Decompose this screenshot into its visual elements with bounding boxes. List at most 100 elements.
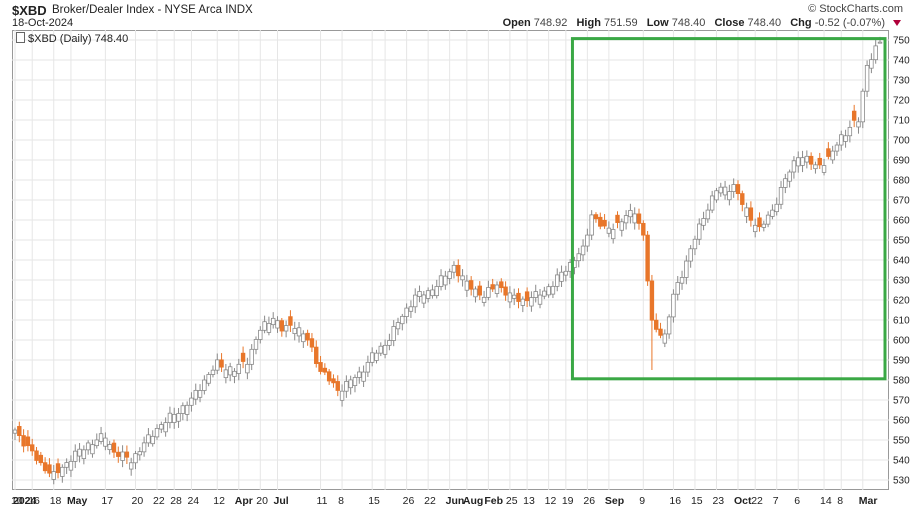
candle-body bbox=[468, 280, 474, 290]
legend-label: $XBD (Daily) 748.40 bbox=[28, 33, 129, 45]
candle-body bbox=[666, 316, 672, 335]
candle-body bbox=[180, 405, 186, 414]
candle-body bbox=[550, 285, 556, 295]
chart-header: $XBD Broker/Dealer Index - NYSE Arca IND… bbox=[0, 0, 913, 30]
candle-body bbox=[658, 328, 663, 336]
open-value: 748.92 bbox=[533, 17, 568, 29]
candle-body bbox=[757, 217, 762, 228]
candle-body bbox=[335, 381, 340, 391]
candle-body bbox=[240, 352, 246, 362]
candle-body bbox=[60, 466, 65, 477]
candle-body bbox=[804, 155, 810, 163]
x-tick-label: 12 bbox=[545, 495, 557, 507]
candle-body bbox=[172, 414, 177, 423]
candle-body bbox=[387, 340, 392, 346]
candle-body bbox=[701, 218, 706, 226]
y-tick-label: 750 bbox=[893, 36, 910, 47]
x-tick-label: 10 bbox=[11, 495, 23, 507]
candle-body bbox=[675, 282, 680, 295]
candle-body bbox=[598, 216, 603, 227]
candle-body bbox=[761, 223, 767, 228]
highlight-rectangle bbox=[570, 37, 887, 381]
candle-body bbox=[520, 298, 526, 306]
y-tick-label: 720 bbox=[893, 96, 910, 107]
x-tick-label: 16 bbox=[28, 495, 40, 507]
candle-body bbox=[305, 332, 310, 341]
candle-body bbox=[275, 320, 280, 329]
candle-body bbox=[851, 110, 857, 121]
y-tick-label: 620 bbox=[893, 296, 910, 307]
candle-legend-icon bbox=[16, 32, 25, 43]
x-tick-label: 15 bbox=[691, 495, 703, 507]
candle-body bbox=[301, 333, 306, 343]
low-label: Low bbox=[646, 17, 669, 29]
candle-body bbox=[499, 281, 504, 289]
candle-body bbox=[740, 193, 745, 205]
candle-body bbox=[120, 451, 125, 461]
candle-body bbox=[141, 442, 147, 453]
candle-body bbox=[352, 377, 358, 387]
candle-body bbox=[404, 307, 409, 317]
candle-body bbox=[645, 234, 650, 282]
candle-body bbox=[245, 363, 250, 374]
high-label: High bbox=[576, 17, 601, 29]
candle-body bbox=[421, 294, 427, 304]
candle-body bbox=[103, 437, 108, 447]
candle-body bbox=[516, 292, 521, 302]
y-tick-label: 590 bbox=[893, 356, 910, 367]
candle-body bbox=[529, 297, 534, 307]
candle-body bbox=[215, 359, 220, 371]
candle-body bbox=[232, 370, 237, 377]
x-tick-label: 15 bbox=[368, 495, 380, 507]
x-tick-label: 6 bbox=[794, 495, 800, 507]
candle-body bbox=[688, 248, 693, 262]
candle-body bbox=[692, 238, 698, 250]
candle-body bbox=[116, 451, 121, 457]
candle-body bbox=[42, 462, 48, 472]
candle-body bbox=[85, 442, 91, 451]
candle-body bbox=[348, 379, 353, 389]
candle-body bbox=[864, 64, 870, 92]
candle-body bbox=[826, 148, 831, 157]
candle-body bbox=[447, 271, 452, 279]
x-tick-label: 19 bbox=[562, 495, 574, 507]
x-tick-label: 7 bbox=[773, 495, 779, 507]
y-tick-label: 640 bbox=[893, 256, 910, 267]
candle-body bbox=[559, 271, 564, 282]
x-tick-label: 22 bbox=[424, 495, 436, 507]
candle-body bbox=[589, 214, 594, 236]
candle-body bbox=[365, 361, 371, 373]
x-tick-label: 28 bbox=[170, 495, 182, 507]
x-tick-label: Sep bbox=[605, 495, 624, 507]
x-tick-label: 2024 bbox=[13, 495, 37, 507]
candle-body bbox=[154, 428, 160, 438]
x-tick-label: Aug bbox=[463, 495, 483, 507]
y-tick-label: 610 bbox=[893, 316, 910, 327]
candle-body bbox=[266, 323, 272, 333]
candle-body bbox=[542, 290, 547, 297]
candle-body bbox=[249, 348, 254, 365]
candle-body bbox=[817, 157, 822, 166]
candle-body bbox=[533, 291, 538, 298]
chart-date: 18-Oct-2024 bbox=[12, 17, 74, 29]
y-tick-label: 730 bbox=[893, 76, 910, 87]
candle-body bbox=[202, 379, 207, 391]
candle-body bbox=[787, 171, 792, 182]
candle-body bbox=[473, 288, 478, 298]
x-tick-label: 17 bbox=[101, 495, 113, 507]
candle-body bbox=[460, 275, 465, 281]
candle-body bbox=[223, 369, 229, 379]
ticker-symbol: $XBD bbox=[12, 3, 47, 18]
series-legend: $XBD (Daily) 748.40 bbox=[16, 32, 128, 45]
candle-body bbox=[434, 286, 439, 297]
y-tick-label: 660 bbox=[893, 216, 910, 227]
candle-body bbox=[783, 178, 788, 188]
x-tick-label: 8 bbox=[338, 495, 344, 507]
close-value: 748.40 bbox=[747, 17, 782, 29]
candle-body bbox=[391, 326, 396, 341]
candle-body bbox=[128, 462, 134, 470]
candle-body bbox=[628, 210, 633, 218]
x-tick-label: Jun bbox=[446, 495, 465, 507]
candle-body bbox=[752, 224, 758, 233]
open-label: Open bbox=[502, 17, 531, 29]
